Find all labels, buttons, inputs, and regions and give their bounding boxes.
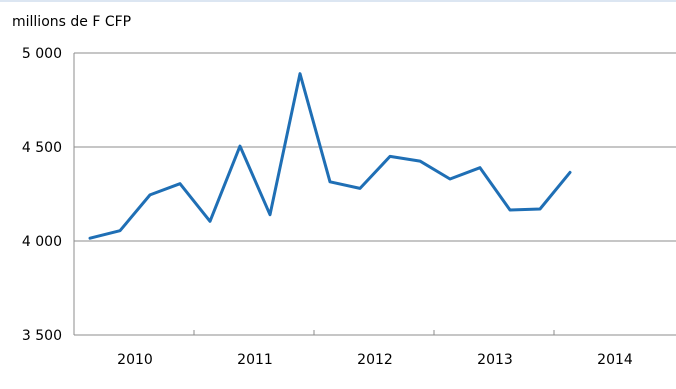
gridlines	[74, 52, 676, 242]
series-line	[88, 72, 572, 240]
y-tick-label: 3 500	[22, 328, 62, 344]
x-tick-label: 2013	[477, 352, 513, 368]
y-tick-label: 4 000	[22, 234, 62, 250]
y-tick-labels: 3 500 4 000 4 500 5 000	[22, 46, 62, 344]
y-axis-unit-label: millions de F CFP	[12, 14, 131, 30]
y-tick-label: 5 000	[22, 46, 62, 62]
top-border	[0, 0, 676, 2]
x-tick-label: 2014	[597, 352, 633, 368]
series-group	[88, 72, 572, 240]
plot-frame	[73, 53, 676, 336]
x-tick-label: 2012	[357, 352, 393, 368]
y-tick-label: 4 500	[22, 140, 62, 156]
x-tick-label: 2011	[237, 352, 273, 368]
x-tick-label: 2010	[117, 352, 153, 368]
x-tick-labels: 2010 2011 2012 2013 2014	[117, 330, 633, 368]
